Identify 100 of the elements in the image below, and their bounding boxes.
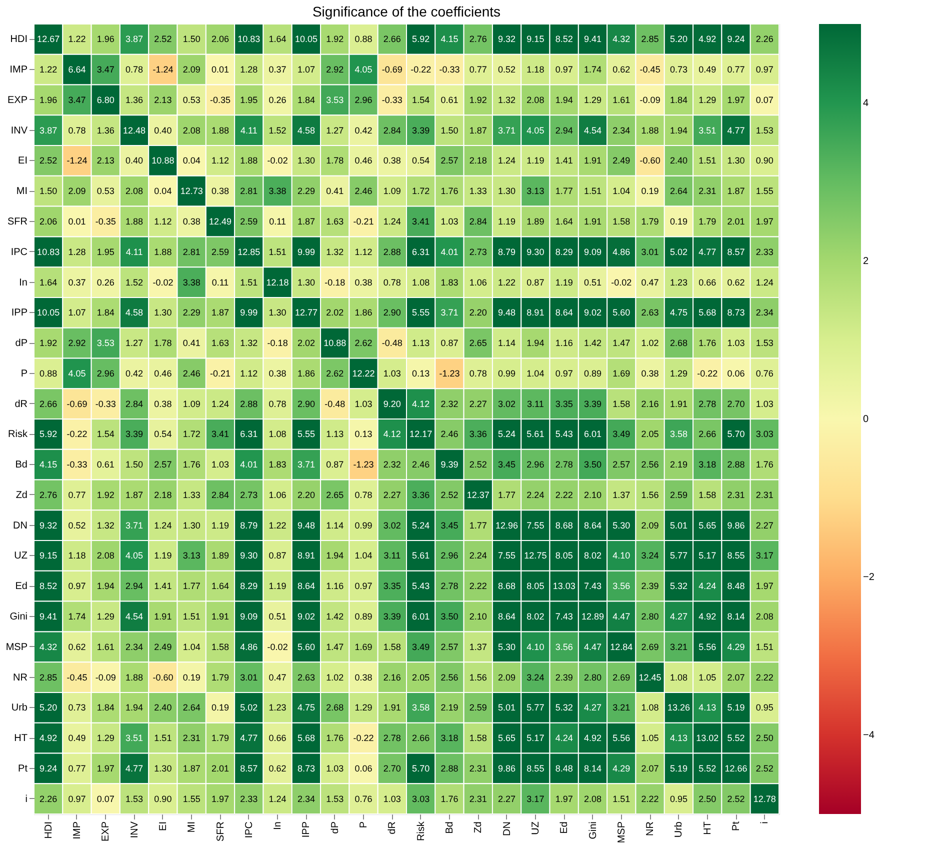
data-label: 1.76: [698, 338, 716, 348]
data-label: 1.76: [756, 460, 774, 470]
data-label: 2.27: [383, 490, 401, 500]
data-label: 0.26: [96, 277, 114, 288]
data-label: 2.31: [698, 186, 716, 196]
data-label: -0.02: [152, 277, 174, 288]
data-label: 1.16: [555, 338, 573, 348]
data-label: 1.94: [670, 125, 688, 136]
data-label: 1.02: [641, 338, 659, 348]
data-label: 8.64: [297, 581, 315, 592]
data-label: 12.22: [352, 368, 375, 378]
data-label: 5.20: [40, 702, 58, 713]
data-label: 0.87: [326, 460, 344, 470]
data-label: 1.47: [326, 642, 344, 652]
data-label: 13.03: [552, 581, 576, 592]
x-tick-label: EXP: [100, 821, 112, 842]
data-label: 2.01: [727, 216, 745, 226]
data-label: 1.84: [670, 94, 688, 105]
data-label: 2.49: [154, 642, 172, 652]
data-label: 2.13: [154, 94, 172, 105]
data-label: 2.10: [584, 490, 602, 500]
data-label: 2.96: [440, 550, 458, 561]
data-label: 0.13: [412, 368, 430, 378]
data-label: 0.41: [182, 338, 200, 348]
data-label: 3.45: [440, 520, 458, 530]
data-label: 0.87: [440, 338, 458, 348]
data-label: -0.02: [267, 642, 288, 652]
data-label: 2.34: [612, 125, 630, 136]
data-label: 2.20: [297, 490, 315, 500]
data-label: 0.38: [354, 672, 372, 682]
data-label: 1.87: [469, 125, 487, 136]
data-label: 0.37: [268, 64, 286, 75]
data-label: 1.42: [326, 612, 344, 622]
data-label: 2.05: [641, 429, 659, 440]
data-label: 1.03: [756, 398, 774, 409]
data-label: 1.03: [383, 368, 401, 378]
x-tick-label: P: [358, 821, 370, 828]
data-label: 1.42: [584, 338, 602, 348]
data-label: 1.51: [268, 246, 286, 257]
x-tick-label: DN: [502, 822, 513, 836]
data-label: 0.54: [154, 429, 172, 440]
y-tick-label: Pt: [18, 763, 28, 774]
data-label: -1.23: [353, 460, 374, 470]
data-label: 1.24: [154, 520, 172, 530]
x-tick-label: IPP: [301, 821, 312, 838]
data-label: 5.24: [498, 429, 516, 440]
data-label: -0.60: [152, 672, 174, 682]
data-label: 5.56: [612, 733, 630, 744]
data-label: 4.47: [584, 642, 602, 652]
data-label: 2.24: [526, 490, 544, 500]
data-label: 5.19: [670, 763, 688, 774]
data-label: 0.99: [354, 520, 372, 530]
data-label: 2.32: [383, 460, 401, 470]
data-label: 2.08: [96, 550, 114, 561]
data-label: 4.86: [240, 642, 258, 652]
data-label: 1.37: [469, 642, 487, 652]
data-label: 0.38: [268, 368, 286, 378]
data-label: 3.51: [698, 125, 716, 136]
data-label: 1.28: [240, 64, 258, 75]
data-label: 3.39: [412, 125, 430, 136]
data-label: 2.78: [555, 460, 573, 470]
data-label: 0.97: [68, 794, 86, 804]
data-label: 1.61: [96, 642, 114, 652]
data-label: 2.80: [584, 672, 602, 682]
data-label: 4.27: [584, 702, 602, 713]
data-label: 0.87: [526, 277, 544, 288]
data-label: -0.69: [382, 64, 402, 75]
data-label: 1.18: [68, 550, 86, 561]
data-label: 1.18: [526, 64, 544, 75]
data-label: 0.47: [268, 672, 286, 682]
data-label: 1.06: [469, 277, 487, 288]
data-label: 3.71: [297, 460, 315, 470]
chart-title: Significance of the coefficients: [312, 4, 501, 20]
data-label: 1.23: [268, 702, 286, 713]
data-label: 3.13: [526, 186, 544, 196]
data-label: 0.53: [96, 186, 114, 196]
data-label: 4.77: [126, 763, 144, 774]
data-label: 0.88: [40, 368, 58, 378]
data-label: 2.64: [670, 186, 688, 196]
y-tick-label: INV: [10, 125, 28, 136]
data-label: 8.91: [297, 550, 315, 561]
data-label: 1.14: [498, 338, 516, 348]
data-label: 5.65: [498, 733, 516, 744]
data-label: 0.38: [383, 156, 401, 166]
data-label: 0.61: [96, 460, 114, 470]
data-label: 12.17: [410, 429, 432, 440]
data-label: 1.74: [68, 612, 86, 622]
y-tick-label: IMP: [10, 64, 28, 76]
data-label: -0.22: [66, 429, 88, 440]
data-label: 4.77: [698, 246, 716, 257]
data-label: 2.29: [297, 186, 315, 196]
data-label: 2.08: [526, 94, 544, 105]
data-label: 1.64: [555, 216, 573, 226]
data-label: 12.77: [294, 308, 318, 318]
data-label: 1.56: [469, 672, 487, 682]
y-tick-label: SFR: [8, 216, 28, 228]
data-label: -0.09: [95, 672, 116, 682]
x-tick-label: Ed: [559, 822, 570, 834]
x-tick-label: i: [760, 822, 771, 824]
data-label: 4.15: [440, 34, 458, 44]
